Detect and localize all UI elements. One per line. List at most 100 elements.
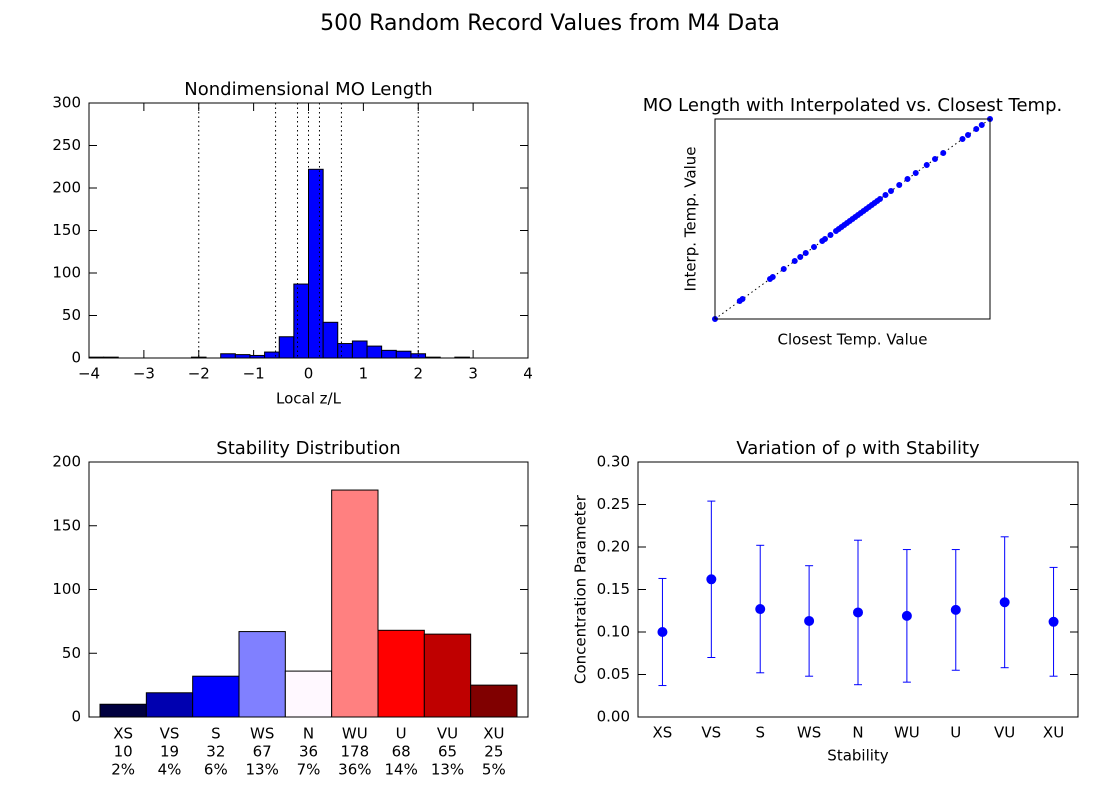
y-tick-label: 0.25: [597, 495, 630, 513]
axes-frame: [88, 461, 529, 718]
percentage-label: 6%: [204, 761, 228, 779]
point: [797, 254, 804, 260]
bar: [377, 629, 425, 718]
point: [769, 274, 776, 280]
y-tick-label: 200: [52, 453, 81, 471]
bar: [238, 631, 286, 718]
percentage-label: 2%: [111, 761, 135, 779]
point: [912, 170, 919, 176]
point: [780, 266, 787, 272]
point: [888, 188, 894, 194]
point: [896, 182, 903, 188]
y-tick-label: 0: [71, 349, 81, 367]
point: [940, 150, 947, 156]
x-tick-label: XS: [653, 724, 673, 742]
percentage-label: 4%: [158, 761, 182, 779]
x-tick-label: XU: [483, 725, 504, 743]
point: [1048, 616, 1059, 627]
x-tick-label: 1: [359, 365, 369, 383]
x-tick-label: VU: [437, 725, 458, 743]
bar: [220, 353, 236, 359]
point: [822, 236, 828, 242]
percentage-label: 14%: [384, 761, 417, 779]
value-label: 67: [253, 743, 272, 761]
bar: [331, 489, 379, 718]
percentage-label: 13%: [431, 761, 464, 779]
y-tick-label: 0.30: [597, 453, 630, 471]
bar: [145, 692, 194, 718]
x-tick-label: −3: [133, 365, 155, 383]
percentage-label: 5%: [482, 761, 506, 779]
y-tick-label: 0: [71, 708, 81, 726]
x-tick-label: U: [396, 725, 407, 743]
value-label: 25: [484, 743, 503, 761]
point: [978, 122, 985, 128]
x-tick-label: XU: [1043, 724, 1064, 742]
percentage-label: 36%: [338, 761, 371, 779]
point: [802, 250, 809, 256]
value-label: 32: [206, 743, 225, 761]
x-tick-label: VS: [160, 725, 180, 743]
bar: [99, 703, 147, 718]
value-label: 68: [392, 743, 411, 761]
point: [959, 136, 966, 142]
percentage-label: 7%: [297, 761, 321, 779]
y-tick-label: 300: [52, 94, 81, 112]
x-tick-label: 4: [523, 365, 533, 383]
chart-title: Variation of ρ with Stability: [736, 438, 980, 459]
point: [791, 258, 798, 264]
bar: [423, 633, 472, 718]
bar: [381, 349, 397, 359]
point: [706, 574, 717, 585]
y-tick-label: 150: [52, 516, 81, 534]
x-tick-label: U: [950, 724, 961, 742]
axes-frame: [88, 102, 529, 359]
x-tick-label: WS: [250, 725, 274, 743]
y-tick-label: 200: [52, 179, 81, 197]
point: [827, 232, 834, 238]
bar: [470, 684, 518, 718]
point: [950, 604, 961, 615]
y-tick-label: 0.00: [597, 708, 630, 726]
figure-title: 500 Random Record Values from M4 Data: [320, 11, 780, 36]
bar: [322, 321, 339, 359]
x-tick-label: WU: [894, 724, 920, 742]
bar: [192, 675, 240, 718]
axes-frame: [714, 118, 991, 320]
y-axis-label: Concentration Parameter: [572, 494, 590, 684]
bar: [234, 354, 251, 359]
bar: [395, 350, 412, 359]
point: [999, 597, 1010, 608]
bar: [337, 343, 353, 359]
x-axis-label: Closest Temp. Value: [777, 331, 927, 349]
y-tick-label: 100: [52, 264, 81, 282]
value-label: 36: [299, 743, 318, 761]
x-tick-label: 0: [304, 365, 314, 383]
point: [923, 162, 930, 168]
x-tick-label: XS: [113, 725, 133, 743]
bar: [308, 168, 324, 359]
y-axis-label: Interp. Temp. Value: [682, 147, 700, 292]
x-tick-label: S: [211, 725, 221, 743]
chart-title: Nondimensional MO Length: [184, 79, 432, 100]
point: [739, 296, 746, 302]
point: [973, 126, 980, 132]
point: [965, 132, 971, 138]
point: [755, 604, 766, 615]
chart-title: MO Length with Interpolated vs. Closest …: [643, 95, 1063, 116]
y-tick-label: 50: [62, 644, 81, 662]
x-tick-label: VS: [701, 724, 721, 742]
x-tick-label: N: [303, 725, 314, 743]
value-label: 178: [341, 743, 370, 761]
point: [901, 610, 912, 621]
y-tick-label: 0.05: [597, 665, 630, 683]
axes-frame: [637, 461, 1079, 718]
bar: [366, 345, 383, 359]
point: [904, 176, 911, 182]
x-tick-label: WU: [342, 725, 368, 743]
y-tick-label: 100: [52, 580, 81, 598]
y-tick-label: 0.15: [597, 580, 630, 598]
x-tick-label: WS: [797, 724, 821, 742]
x-tick-label: 2: [413, 365, 423, 383]
